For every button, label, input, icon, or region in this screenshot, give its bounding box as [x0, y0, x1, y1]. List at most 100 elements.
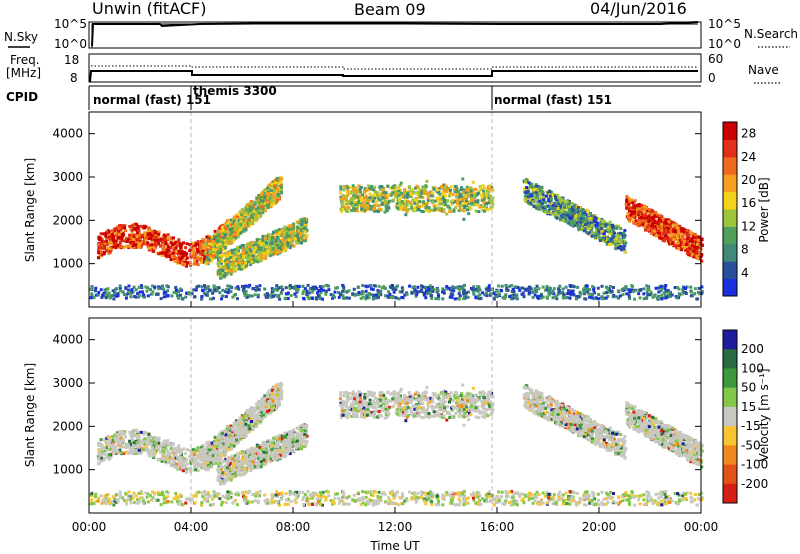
power-cell	[406, 199, 410, 203]
power-cell	[249, 213, 253, 217]
power-cell	[212, 252, 216, 256]
power-cell	[389, 186, 393, 190]
power-cell	[632, 204, 636, 208]
power-cell	[597, 293, 601, 297]
power-cell	[287, 227, 291, 231]
power-cell	[612, 286, 616, 290]
power-cell	[107, 233, 111, 237]
power-cell	[162, 247, 166, 251]
power-cell	[225, 258, 229, 262]
power-cell	[110, 294, 114, 298]
power-cell	[117, 227, 121, 231]
power-cell	[638, 221, 642, 225]
power-cell	[220, 226, 224, 230]
power-cell	[283, 225, 287, 229]
power-cell	[480, 193, 484, 197]
power-cell	[342, 188, 346, 192]
power-cell	[225, 260, 229, 264]
power-cell	[241, 224, 245, 228]
power-cell	[263, 206, 267, 210]
power-cell	[149, 233, 153, 237]
power-cell	[281, 288, 285, 292]
power-cell	[691, 240, 695, 244]
power-cell	[696, 290, 700, 294]
power-cell	[589, 228, 593, 232]
power-cell	[270, 199, 274, 203]
power-cell	[595, 221, 599, 225]
power-cell	[563, 201, 567, 205]
power-cell	[411, 191, 415, 195]
power-cell	[303, 226, 307, 230]
power-cell	[206, 290, 210, 294]
power-cell	[466, 295, 470, 299]
power-cell	[489, 292, 493, 296]
power-scatter	[89, 175, 704, 301]
power-cell	[438, 196, 442, 200]
power-cell	[276, 176, 280, 180]
power-cell	[470, 202, 474, 206]
power-cell	[594, 236, 598, 240]
power-cell	[567, 220, 571, 224]
power-cell	[398, 188, 402, 192]
power-cell	[527, 199, 531, 203]
power-cell	[129, 295, 133, 299]
power-cell	[384, 206, 388, 210]
power-cell	[195, 257, 199, 261]
power-cell	[614, 243, 618, 247]
power-cell	[609, 239, 613, 243]
power-cell	[215, 235, 219, 239]
power-cell	[223, 271, 227, 275]
power-cell	[622, 231, 626, 235]
power-cell	[442, 203, 446, 207]
power-cell	[622, 287, 626, 291]
power-cell	[258, 201, 262, 205]
power-cell	[217, 264, 221, 268]
power-cell	[225, 254, 229, 258]
power-cell	[229, 289, 233, 293]
power-cell	[482, 200, 486, 204]
power-cell	[187, 261, 191, 265]
power-cell	[157, 287, 161, 291]
power-cell	[166, 289, 170, 293]
power-cell	[417, 192, 421, 196]
power-cell	[315, 291, 319, 295]
power-cell	[305, 228, 309, 232]
power-cell	[276, 249, 280, 253]
power-cell	[407, 185, 411, 189]
power-cell	[276, 244, 280, 248]
power-cell	[676, 238, 680, 242]
power-cell	[138, 294, 142, 298]
power-cell	[671, 220, 675, 224]
power-cell	[646, 224, 650, 228]
power-cell	[281, 246, 285, 250]
power-cell	[535, 193, 539, 197]
power-cell	[537, 186, 541, 190]
power-cell	[535, 284, 539, 288]
power-cell	[97, 290, 101, 294]
cpid-row: CPID normal (fast) 151 themis 3300 norma…	[6, 84, 701, 110]
power-cell	[242, 229, 246, 233]
power-cell	[426, 198, 430, 202]
power-cell	[268, 254, 272, 258]
power-cell	[245, 250, 249, 254]
power-cell	[150, 243, 154, 247]
power-cell	[366, 202, 370, 206]
power-cell	[310, 290, 314, 294]
power-cell	[151, 290, 155, 294]
power-cell	[267, 194, 271, 198]
power-cell	[131, 237, 135, 241]
power-cell	[108, 237, 112, 241]
power-cell	[368, 186, 372, 190]
power-cell	[650, 231, 654, 235]
power-cell	[152, 242, 156, 246]
power-cell	[164, 254, 168, 258]
power-cell	[395, 192, 399, 196]
power-cell	[94, 293, 98, 297]
power-cell	[223, 235, 227, 239]
power-cell	[221, 267, 225, 271]
power-cell	[305, 220, 309, 224]
power-cell	[461, 209, 465, 213]
power-cell	[350, 198, 354, 202]
power-cell	[278, 297, 282, 301]
power-cell	[648, 223, 652, 227]
